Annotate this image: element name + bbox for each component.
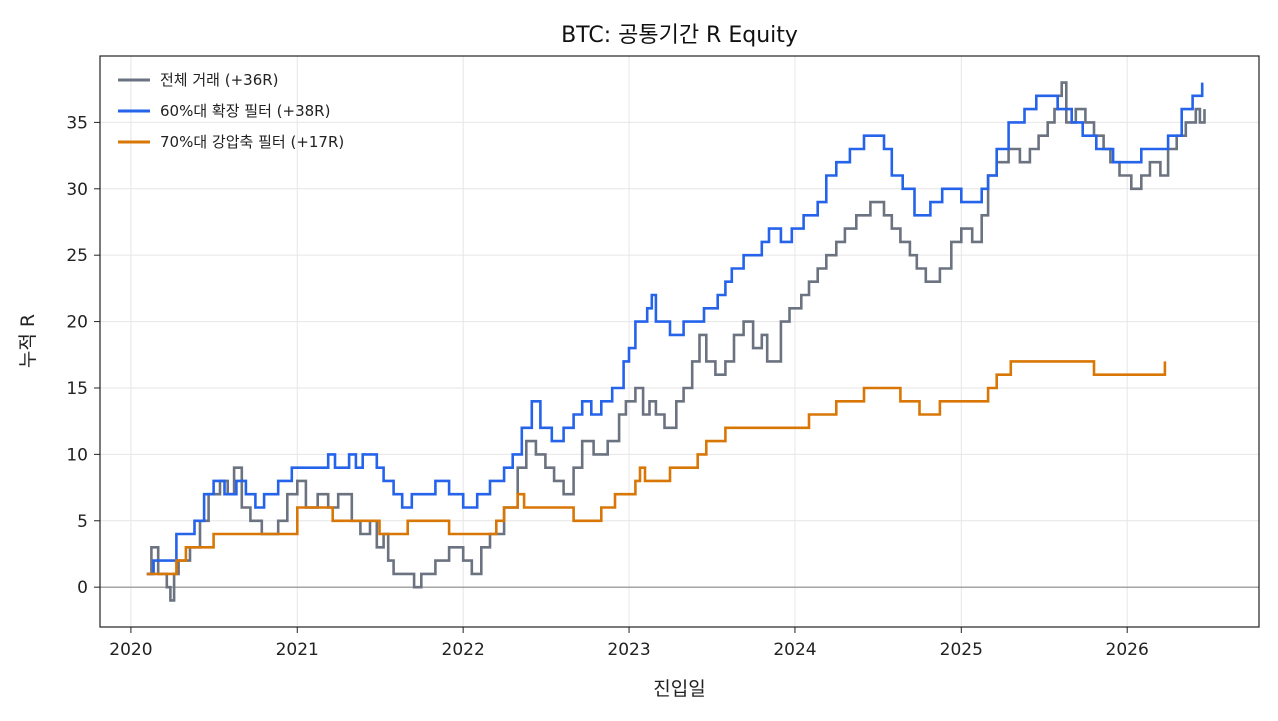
x-tick-label: 2022 — [442, 640, 485, 660]
x-axis-ticks: 2020 2021 2022 2023 2024 2025 2026 — [109, 627, 1149, 660]
legend-label-all-trades: 전체 거래 (+36R) — [160, 71, 279, 89]
x-tick-label: 2020 — [109, 640, 152, 660]
x-tick-label: 2026 — [1106, 640, 1149, 660]
legend: 전체 거래 (+36R) 60%대 확장 필터 (+38R) 70%대 강압축 … — [118, 71, 344, 151]
series-70-filter-line — [146, 360, 1167, 576]
y-tick-label: 30 — [66, 180, 88, 200]
chart-title: BTC: 공통기간 R Equity — [561, 23, 798, 48]
y-tick-label: 15 — [66, 379, 88, 399]
y-tick-label: 0 — [77, 578, 88, 598]
legend-label-60-filter: 60%대 확장 필터 (+38R) — [160, 102, 330, 120]
y-tick-label: 20 — [66, 313, 88, 333]
y-axis-ticks: 0 5 10 15 20 25 30 35 — [66, 113, 100, 598]
legend-label-70-filter: 70%대 강압축 필터 (+17R) — [160, 133, 344, 151]
series-lines — [146, 81, 1206, 602]
y-tick-label: 10 — [66, 445, 88, 465]
y-axis-title: 누적 R — [17, 314, 39, 368]
y-tick-label: 35 — [66, 113, 88, 133]
x-tick-label: 2023 — [607, 640, 650, 660]
x-axis-title: 진입일 — [653, 678, 705, 700]
x-tick-label: 2021 — [276, 640, 319, 660]
x-tick-label: 2025 — [940, 640, 983, 660]
y-tick-label: 25 — [66, 246, 88, 266]
x-tick-label: 2024 — [773, 640, 816, 660]
y-tick-label: 5 — [77, 512, 88, 532]
plot-frame — [99, 55, 1260, 628]
series-60-filter-line — [146, 82, 1204, 576]
